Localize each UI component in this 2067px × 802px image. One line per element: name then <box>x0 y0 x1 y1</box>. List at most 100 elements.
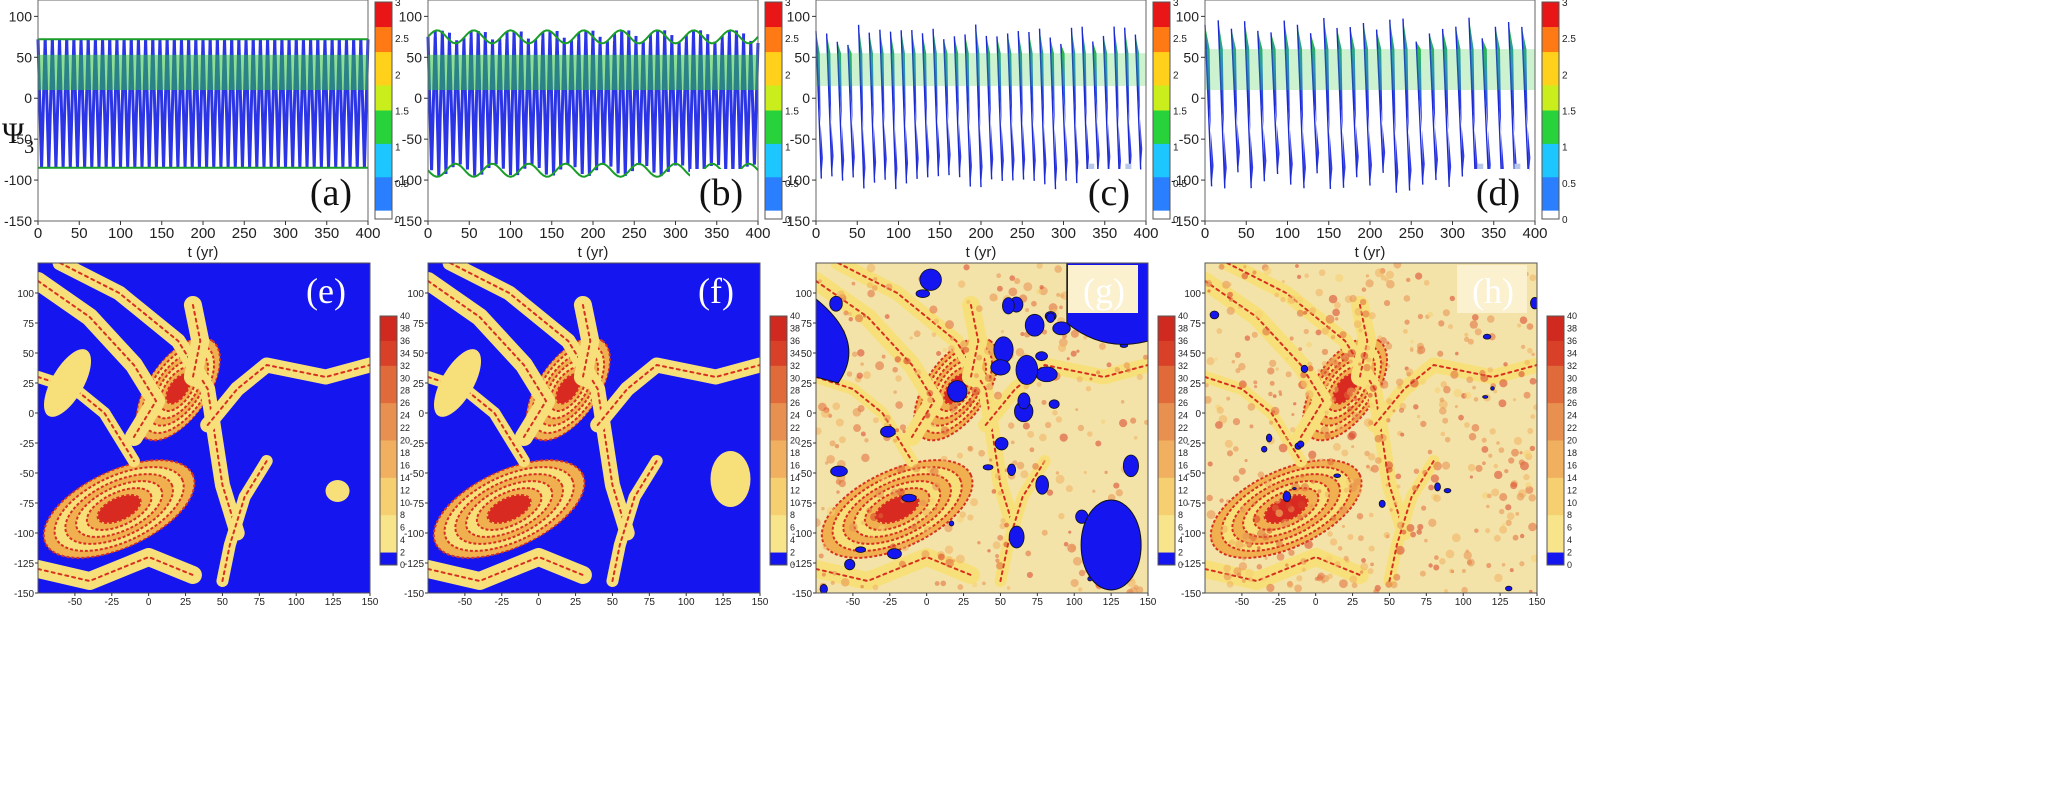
x-tick-label: 50 <box>71 225 88 242</box>
oscillation-stroke <box>1217 20 1226 189</box>
colorbar-segment <box>380 365 397 379</box>
texture-dot <box>1332 308 1340 317</box>
oscillation-stroke <box>953 36 961 178</box>
colorbar-tick-label: 26 <box>790 398 800 408</box>
vortex-core <box>1333 374 1357 404</box>
texture-dot <box>1241 578 1246 583</box>
texture-dot <box>1303 328 1309 335</box>
colorbar-segment <box>375 118 392 128</box>
texture-dot <box>1386 341 1390 345</box>
colorbar-tick-label: 0.5 <box>785 179 799 190</box>
y-tick-label: 50 <box>413 349 425 360</box>
texture-dot <box>1085 385 1092 392</box>
y-tick-label: 0 <box>28 409 34 420</box>
texture-dot <box>1433 494 1441 503</box>
texture-dot <box>940 426 950 435</box>
colorbar-segment <box>1153 185 1170 195</box>
y-tick-label: 50 <box>801 349 813 360</box>
texture-dot <box>1244 538 1253 546</box>
texture-dot <box>976 354 983 361</box>
texture-dot <box>883 414 891 422</box>
texture-dot <box>1286 581 1294 589</box>
texture-dot <box>1057 343 1067 352</box>
texture-dot <box>924 412 931 418</box>
y-axis-title-greek: Ψ <box>2 117 25 150</box>
texture-dot <box>978 449 986 457</box>
texture-dot <box>905 358 911 365</box>
texture-dot <box>1320 368 1330 377</box>
texture-dot <box>1496 441 1500 445</box>
colorbar-segment <box>1542 202 1559 212</box>
y-tick-label: 50 <box>1183 49 1199 65</box>
texture-dot <box>1264 480 1273 488</box>
colorbar-tick-label: 10 <box>790 498 800 508</box>
x-tick-label: 125 <box>1103 597 1120 608</box>
texture-dot <box>1396 484 1401 489</box>
texture-dot <box>1439 397 1445 403</box>
texture-dot <box>1076 376 1083 383</box>
texture-dot <box>937 553 945 561</box>
oscillation-stroke <box>1323 17 1332 189</box>
texture-dot <box>830 580 835 585</box>
upper-envelope <box>427 29 759 45</box>
x-tick-label: 125 <box>715 597 732 608</box>
texture-dot <box>1385 342 1393 350</box>
texture-dot <box>1378 434 1387 442</box>
texture-dot <box>1434 555 1439 560</box>
oscillation-stroke <box>900 30 908 184</box>
texture-dot <box>1325 314 1335 324</box>
x-tick-label: 150 <box>1529 597 1546 608</box>
texture-dot <box>1007 422 1015 429</box>
texture-dot <box>1320 426 1330 435</box>
texture-dot <box>1463 551 1472 560</box>
texture-dot <box>1343 487 1349 493</box>
colorbar-tick-label: 40 <box>1567 311 1577 321</box>
texture-dot <box>1523 391 1531 399</box>
oscillation-stroke <box>815 31 823 179</box>
colorbar-segment <box>1153 135 1170 145</box>
colorbar-tick-label: 30 <box>1567 373 1577 383</box>
texture-dot <box>1228 539 1235 546</box>
texture-dot <box>1463 336 1470 342</box>
texture-dot <box>1383 383 1389 389</box>
colorbar-tick-label: 38 <box>1178 323 1188 333</box>
y-tick-label: -75 <box>410 499 425 510</box>
texture-dot <box>1304 273 1309 279</box>
blue-hole <box>994 436 1009 451</box>
data-series <box>36 38 370 169</box>
y-tick-label: 100 <box>407 289 424 300</box>
texture-dot <box>921 550 930 559</box>
x-tick-label: 0 <box>34 225 42 242</box>
texture-dot <box>1416 529 1422 535</box>
texture-dot <box>1205 383 1209 388</box>
x-tick-label: 350 <box>314 225 339 242</box>
oscillation-stroke <box>847 44 854 178</box>
texture-dot <box>1052 409 1058 416</box>
blue-hole <box>919 268 942 291</box>
x-tick-label: 50 <box>1384 597 1396 608</box>
texture-dot <box>1348 359 1353 364</box>
texture-dot <box>1427 449 1433 455</box>
colorbar-tick-label: 36 <box>400 336 410 346</box>
texture-dot <box>1256 529 1266 539</box>
texture-dot <box>1377 335 1383 340</box>
texture-dot <box>1390 581 1398 589</box>
texture-dot <box>1022 422 1030 430</box>
texture-dot <box>1486 315 1495 323</box>
texture-dot <box>1423 279 1430 286</box>
texture-dot <box>1070 578 1079 588</box>
filament <box>183 296 210 386</box>
texture-dot <box>1206 281 1212 288</box>
colorbar-tick-label: 1 <box>395 143 401 154</box>
texture-dot <box>1493 463 1499 469</box>
colorbar-tick-label: 0.5 <box>395 179 409 190</box>
blue-hole <box>993 336 1014 364</box>
texture-dot <box>826 454 836 464</box>
y-tick-label: 25 <box>23 379 35 390</box>
texture-dot <box>1351 445 1355 449</box>
x-tick-label: 400 <box>1133 225 1158 242</box>
texture-dot <box>1453 388 1462 398</box>
colorbar-segment <box>375 27 392 36</box>
texture-dot <box>1219 524 1228 534</box>
texture-dot <box>893 438 898 443</box>
